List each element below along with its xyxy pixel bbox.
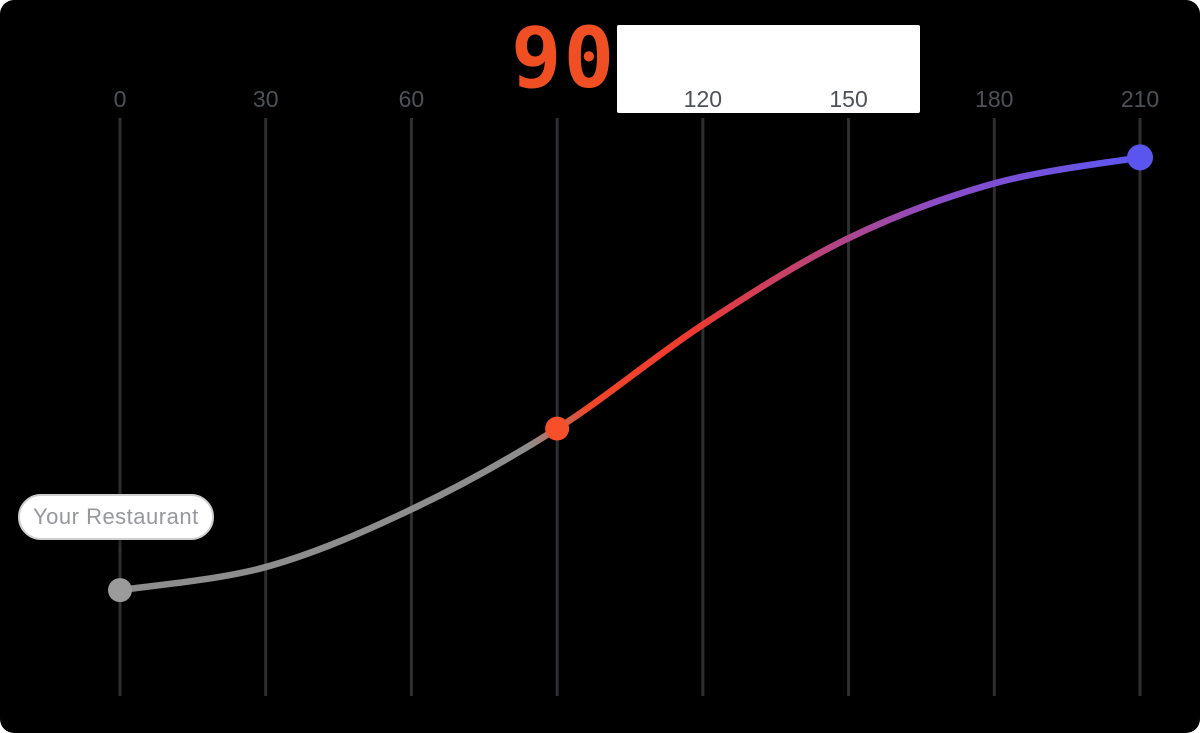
x-tick-label: 180 [975,86,1013,112]
x-tick-label: 60 [399,86,425,112]
growth-curve [116,154,1144,594]
end-point-marker [1127,144,1153,171]
value-box [617,25,920,113]
mid-point-marker [545,416,570,441]
start-point-marker [108,578,132,603]
restaurant-label-pill: Your Restaurant [18,494,214,540]
x-tick-label: 30 [253,86,279,112]
x-tick-label: 120 [684,86,722,112]
x-tick-label: 0 [114,86,127,112]
highlighted-tick-value: 90 [511,9,617,107]
x-tick-label: 150 [829,86,867,112]
restaurant-label-text: Your Restaurant [33,504,199,529]
x-tick-label: 210 [1121,86,1159,112]
